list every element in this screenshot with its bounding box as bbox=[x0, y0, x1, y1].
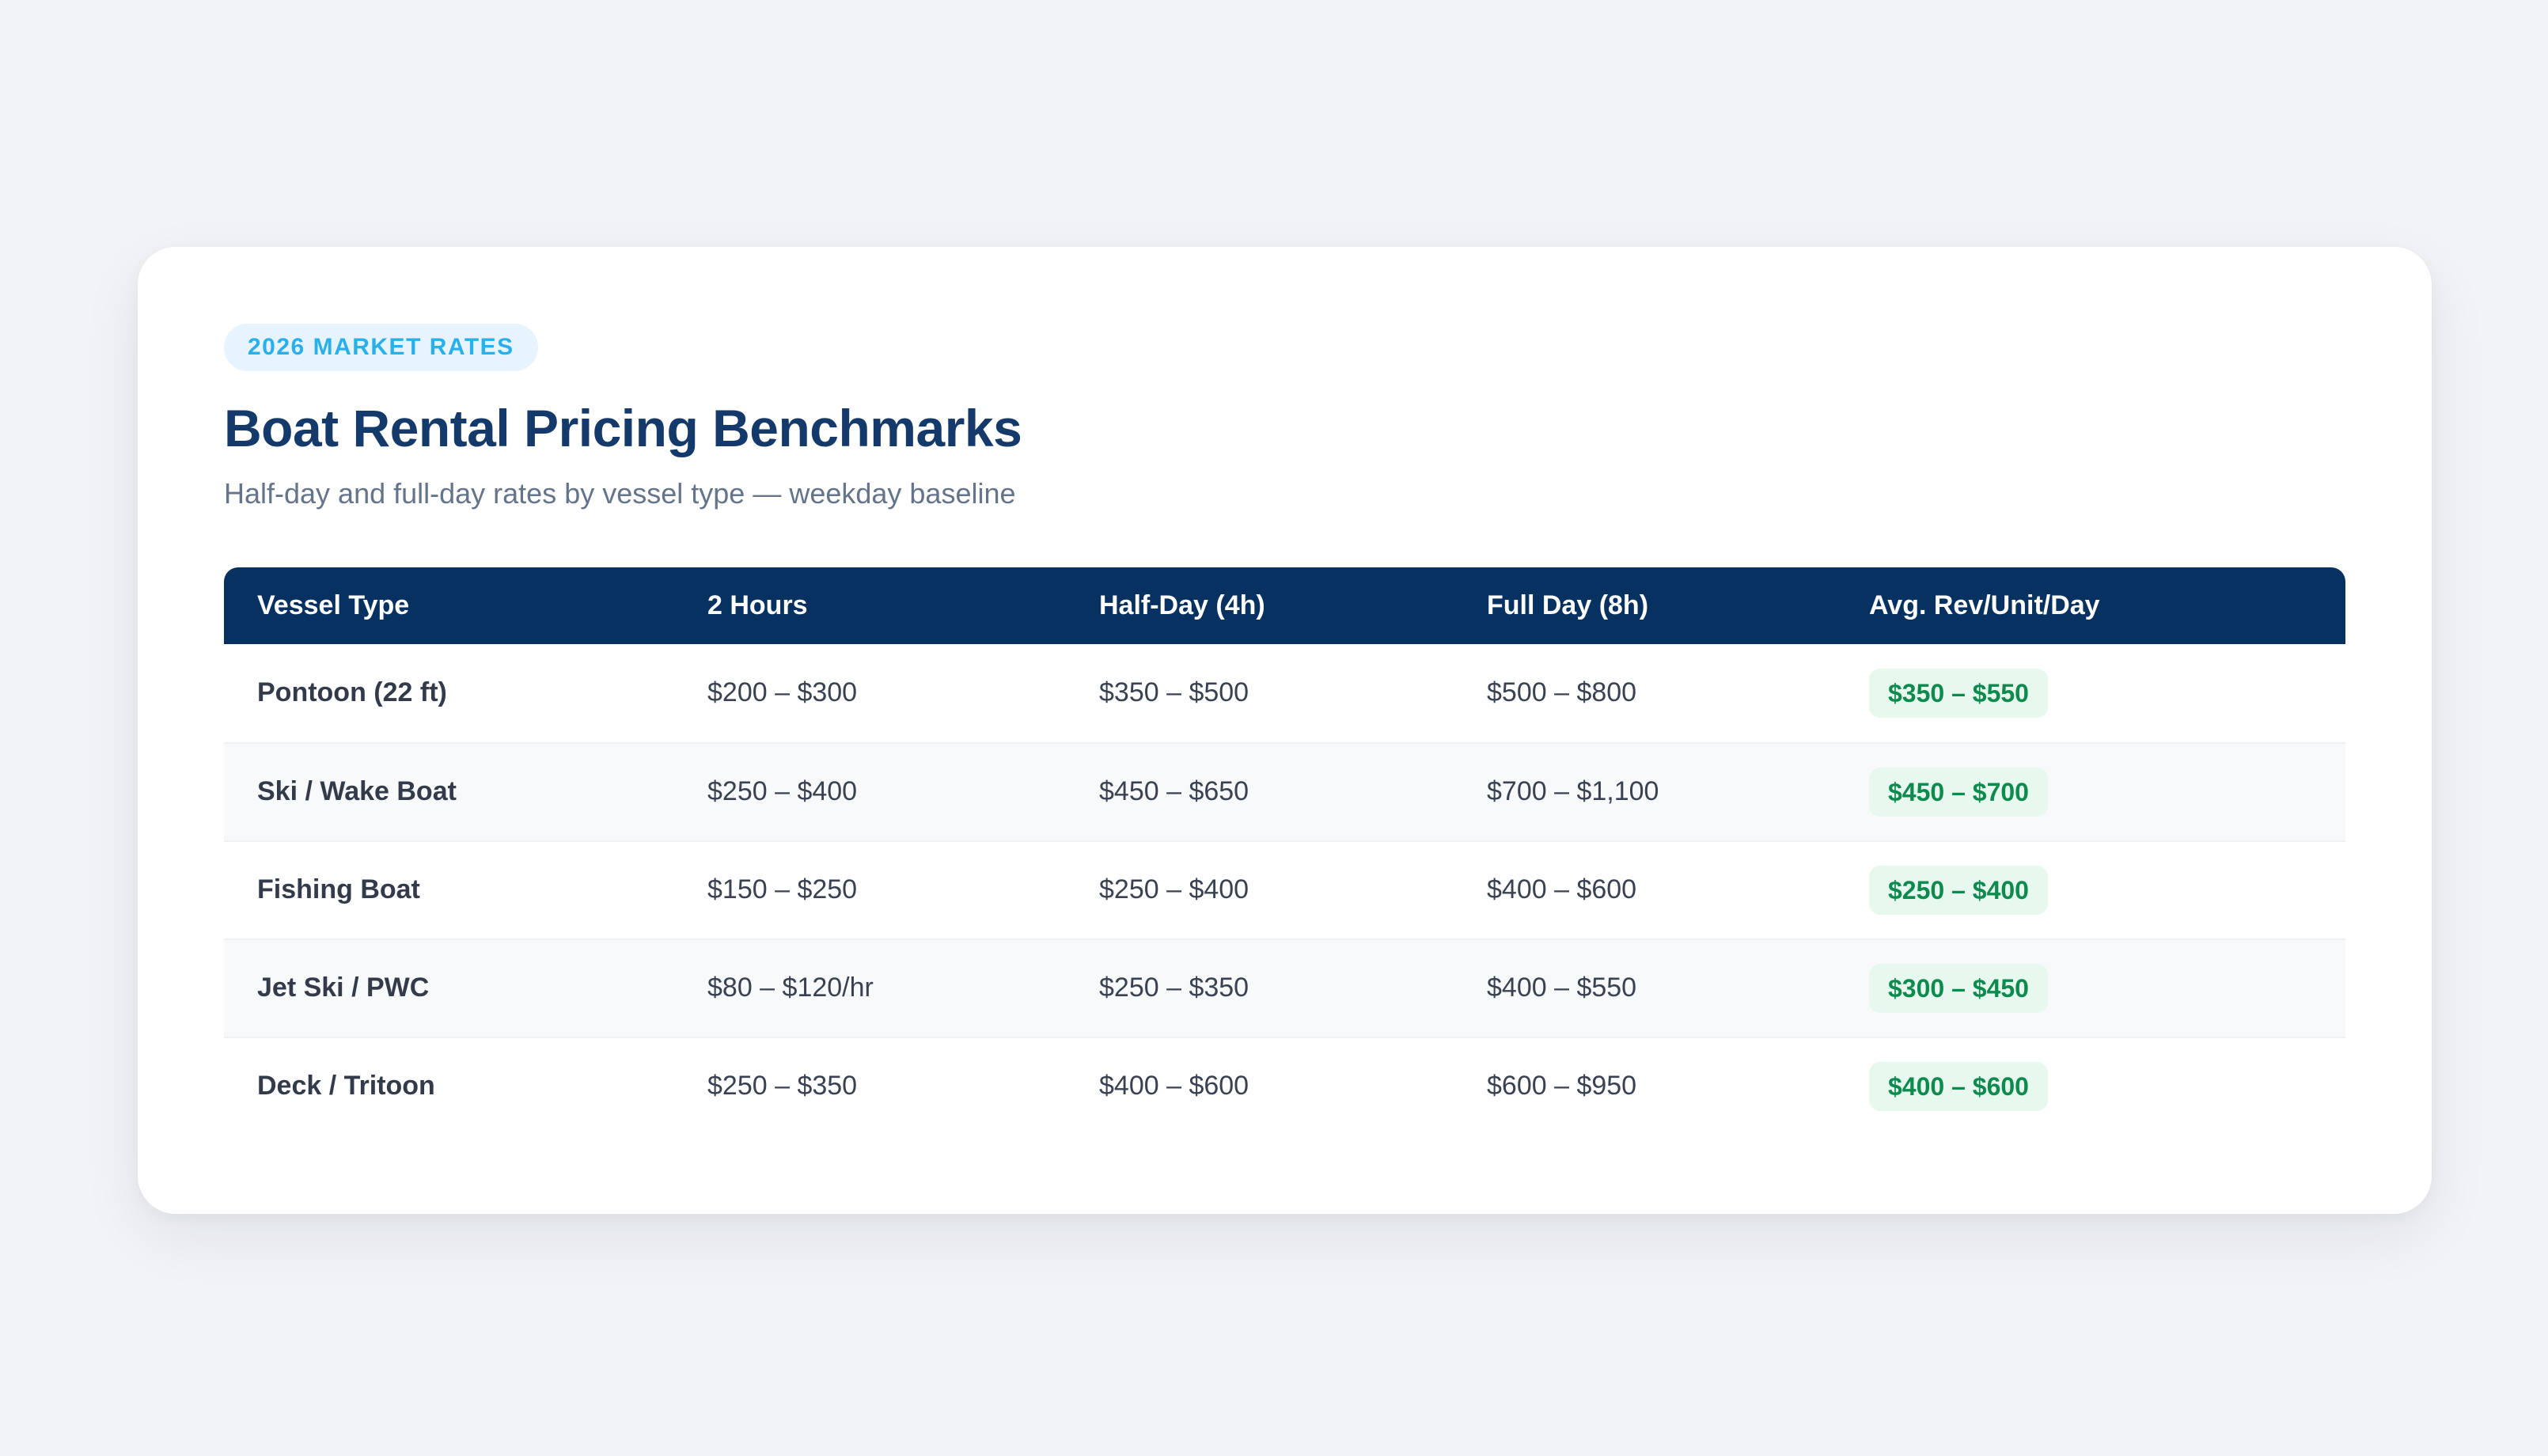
column-header-vessel-type: Vessel Type bbox=[257, 590, 410, 620]
two-hours-cell: $200 – $300 bbox=[707, 677, 858, 708]
column-header-avg-rev: Avg. Rev/Unit/Day bbox=[1869, 590, 2100, 620]
avg-rev-badge: $450 – $700 bbox=[1869, 767, 2048, 817]
avg-rev-badge: $250 – $400 bbox=[1869, 865, 2048, 915]
avg-rev-cell: $250 – $400 bbox=[1869, 865, 2322, 915]
market-rates-badge: 2026 MARKET RATES bbox=[224, 324, 538, 371]
half-day-cell: $400 – $600 bbox=[1099, 1071, 1249, 1101]
column-header-half-day: Half-Day (4h) bbox=[1099, 590, 1265, 620]
two-hours-cell: $250 – $350 bbox=[707, 1071, 858, 1101]
avg-rev-cell: $300 – $450 bbox=[1869, 963, 2322, 1013]
full-day-cell: $500 – $800 bbox=[1487, 677, 1637, 708]
vessel-name-cell: Jet Ski / PWC bbox=[257, 973, 430, 1003]
table-row-fishing: Fishing Boat $150 – $250 $250 – $400 $40… bbox=[224, 840, 2345, 938]
full-day-cell: $400 – $600 bbox=[1487, 874, 1637, 905]
vessel-name-cell: Fishing Boat bbox=[257, 874, 420, 905]
avg-rev-badge: $350 – $550 bbox=[1869, 668, 2048, 718]
table-row-pontoon: Pontoon (22 ft) $200 – $300 $350 – $500 … bbox=[224, 643, 2345, 742]
half-day-cell: $250 – $350 bbox=[1099, 973, 1249, 1003]
vessel-name-cell: Pontoon (22 ft) bbox=[257, 677, 447, 708]
avg-rev-cell: $450 – $700 bbox=[1869, 767, 2322, 817]
pricing-table: Vessel Type 2 Hours Half-Day (4h) Full D… bbox=[224, 567, 2345, 1135]
table-row-deck-tritoon: Deck / Tritoon $250 – $350 $400 – $600 $… bbox=[224, 1036, 2345, 1135]
pricing-card: 2026 MARKET RATES Boat Rental Pricing Be… bbox=[138, 247, 2432, 1214]
half-day-cell: $450 – $650 bbox=[1099, 776, 1249, 807]
full-day-cell: $600 – $950 bbox=[1487, 1071, 1637, 1101]
table-header-row: Vessel Type 2 Hours Half-Day (4h) Full D… bbox=[224, 567, 2345, 644]
avg-rev-badge: $300 – $450 bbox=[1869, 963, 2048, 1013]
avg-rev-badge: $400 – $600 bbox=[1869, 1061, 2048, 1111]
vessel-name-cell: Deck / Tritoon bbox=[257, 1071, 435, 1101]
full-day-cell: $400 – $550 bbox=[1487, 973, 1637, 1003]
two-hours-cell: $250 – $400 bbox=[707, 776, 858, 807]
avg-rev-cell: $400 – $600 bbox=[1869, 1061, 2322, 1111]
table-row-jet-ski: Jet Ski / PWC $80 – $120/hr $250 – $350 … bbox=[224, 938, 2345, 1037]
page-title: Boat Rental Pricing Benchmarks bbox=[224, 399, 1022, 457]
avg-rev-cell: $350 – $550 bbox=[1869, 668, 2322, 718]
column-header-2-hours: 2 Hours bbox=[707, 590, 808, 620]
column-header-full-day: Full Day (8h) bbox=[1487, 590, 1649, 620]
two-hours-cell: $150 – $250 bbox=[707, 874, 858, 905]
page-subtitle: Half-day and full-day rates by vessel ty… bbox=[224, 476, 1016, 510]
full-day-cell: $700 – $1,100 bbox=[1487, 776, 1659, 807]
table-row-ski-wake: Ski / Wake Boat $250 – $400 $450 – $650 … bbox=[224, 741, 2345, 840]
half-day-cell: $350 – $500 bbox=[1099, 677, 1249, 708]
vessel-name-cell: Ski / Wake Boat bbox=[257, 776, 457, 807]
two-hours-cell: $80 – $120/hr bbox=[707, 973, 874, 1003]
half-day-cell: $250 – $400 bbox=[1099, 874, 1249, 905]
